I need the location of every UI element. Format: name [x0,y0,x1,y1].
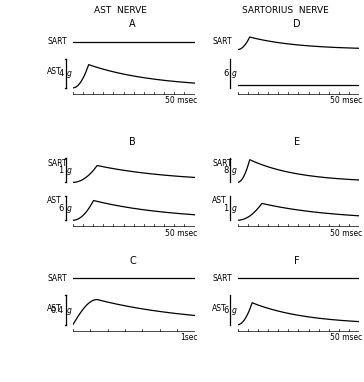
Text: g: g [232,306,236,314]
Text: 6: 6 [223,69,228,78]
Text: g: g [67,306,71,314]
Text: B: B [129,137,136,147]
Text: 50 msec: 50 msec [165,228,198,238]
Text: SART: SART [47,274,67,283]
Text: 8: 8 [223,166,228,175]
Text: 50 msec: 50 msec [330,96,362,105]
Text: SART: SART [212,274,232,283]
Text: 50 msec: 50 msec [330,333,362,342]
Text: AST  NERVE: AST NERVE [94,6,147,15]
Text: AST: AST [47,304,62,313]
Text: A: A [129,19,136,29]
Text: E: E [294,137,300,147]
Text: 6: 6 [223,306,228,314]
Text: F: F [294,256,300,266]
Text: g: g [232,166,236,175]
Text: 1: 1 [59,166,64,175]
Text: 4: 4 [59,69,64,78]
Text: SART: SART [212,159,232,168]
Text: AST: AST [47,196,62,206]
Text: 50 msec: 50 msec [165,96,198,105]
Text: AST: AST [212,196,227,206]
Text: 6: 6 [58,204,64,213]
Text: SARTORIUS  NERVE: SARTORIUS NERVE [242,6,329,15]
Text: AST: AST [47,67,62,76]
Text: C: C [129,256,136,266]
Text: AST: AST [212,304,227,313]
Text: SART: SART [47,37,67,46]
Text: g: g [232,204,236,213]
Text: g: g [67,166,71,175]
Text: g: g [232,69,236,78]
Text: 50 msec: 50 msec [330,228,362,238]
Text: 1: 1 [223,204,228,213]
Text: SART: SART [212,37,232,46]
Text: D: D [293,19,301,29]
Text: 0.4: 0.4 [51,306,64,314]
Text: g: g [67,204,71,213]
Text: SART: SART [47,159,67,168]
Text: 1sec: 1sec [180,333,198,342]
Text: g: g [67,69,71,78]
